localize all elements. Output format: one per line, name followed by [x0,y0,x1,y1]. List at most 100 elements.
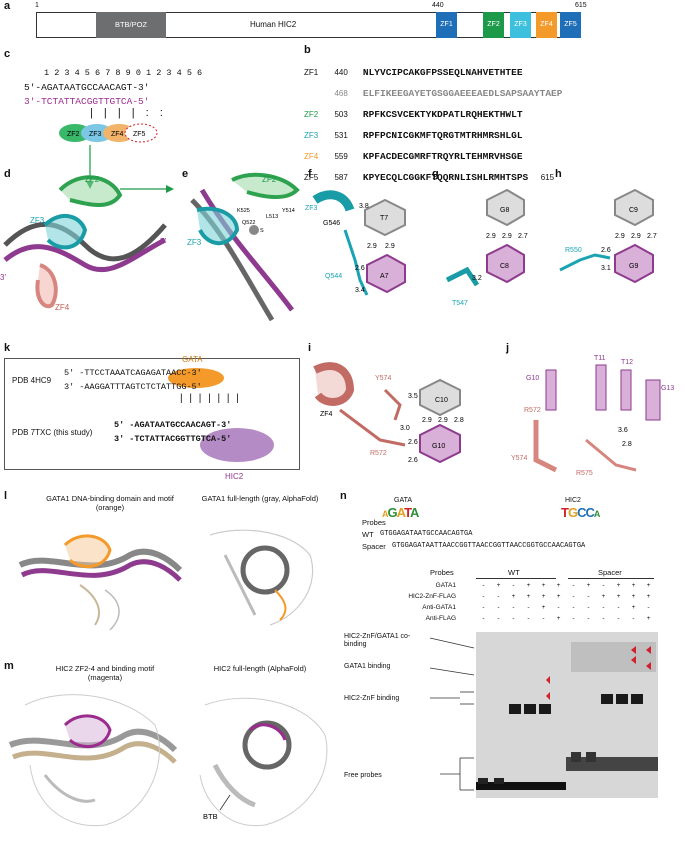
h-d1: 2.9 [615,233,625,240]
panel-a-label: a [4,0,11,12]
d-zf4-label: ZF4 [55,303,70,312]
hic2-structures: BTB [8,694,328,827]
i-d1: 3.5 [408,393,418,400]
seq-row-zf1: ZF1 440 NLYVCIPCAKGFPSSEQLNAHVETHTEE [304,67,523,78]
f-d5: 3.4 [355,287,365,294]
e-res-k525: K525 [237,208,250,214]
zf-sequence-table: ZF1 440 NLYVCIPCAKGFPSSEQLNAHVETHTEE 468… [304,62,562,188]
emsa-gel-bands [476,642,658,790]
h-r550: R550 [565,247,582,254]
zf2-ellipse [59,124,91,142]
m-title-right: HIC2 full-length (AlphaFold) [213,664,307,673]
h-d2: 2.9 [631,233,641,240]
n-wt-label: WT [362,530,374,539]
h-d3: 2.7 [647,233,657,240]
zf-cart-label-5: ZF5 [133,131,146,138]
f-q544: Q544 [325,273,342,280]
j-y574: Y574 [511,455,527,462]
pdb1-strand-b: 3′ -AAGGATTTAGTCTCTATTGG-5′ [64,382,202,392]
j-d2: 2.8 [622,441,632,448]
j-g10: G10 [526,375,539,382]
h-d5: 3.1 [601,265,611,272]
panel-h-label: h [555,168,562,180]
g-d1: 2.9 [486,233,496,240]
zf2-domain: ZF2 [483,12,504,38]
i-r572: R572 [370,450,387,457]
n-spacer-label: Spacer [362,542,386,551]
g-g8: G8 [500,207,509,214]
pdb1-label: PDB 4HC9 [12,376,52,385]
pdb2-strand-b: 3′ -TCTATTACGGTTGTCA-5′ [114,434,232,444]
i-d3: 2.9 [438,417,448,424]
n-spacer-seq: GTGGAGATAATTAACCGGTTAACCGGTTAACCGGTGCCAA… [392,542,586,550]
seq-row-zf3: ZF3 531 RPFPCNICGKMFTQRGTMTRHMRSHLGL [304,130,523,141]
n-hic2-logo-title: HIC2 [565,497,581,504]
j-r572: R572 [524,407,541,414]
annot-hic2-binding: HIC2-ZnF binding [344,695,400,702]
seq-row-zf2: ZF2 503 RPFKCSVCEKTYKDPATLRQHEKTHWLT [304,109,523,120]
pdb1-strand-a: 5′ -TTCCTAAATCAGAGATAACC-3′ [64,368,202,378]
e-res-y514: Y514 [282,208,295,214]
d-5prime: 5′ [160,237,166,246]
bottom-strand: 3′-TCTATTACGGTTGTCA-5′ [24,96,150,107]
i-y574: Y574 [375,375,391,382]
emsa-spacer-label: Spacer [598,568,622,577]
hic2-highlight [200,428,274,462]
wt-bracket [476,578,556,579]
zf-dna-structure-d: ZF2 ZF3 ZF4 5′ 3′ [0,175,167,312]
panel-f-label: f [308,168,312,180]
emsa-wt-label: WT [508,568,520,577]
zf3-ellipse [81,124,113,142]
base-contacts-j: G10 T11 T12 G13 R572 Y574 R575 3.6 2.8 [511,355,674,477]
zf-cart-label-2: ZF2 [67,131,80,138]
pdb-comparison-box [4,358,300,470]
n-gata-logo-title: GATA [394,497,413,504]
gata-motif-logo: AGATA [382,505,419,520]
panel-b-label: b [304,44,311,56]
base-contacts-i: Y574 R572 ZF4 C10 G10 3.5 2.9 2.9 2.8 3.… [313,362,464,464]
f-d4: 2.6 [355,265,365,272]
spacer-bracket [568,578,654,579]
m-btb-label: BTB [203,812,218,821]
i-d4: 2.8 [454,417,464,424]
f-a7: A7 [380,273,389,280]
n-probes-title: Probes [362,518,386,527]
j-g13: G13 [661,385,674,392]
panel-n-label: n [340,490,347,502]
seq-row-zf4: ZF4 559 KPFACDECGMRFTRQYRLTEHMRVHSGE [304,151,523,162]
j-d1: 3.6 [618,427,628,434]
grid-row-1: - - + + + + - - + + + + [482,593,651,600]
pdb2-label: PDB 7TXC (this study) [12,428,93,437]
m-title-left: HIC2 ZF2-4 and binding motif (magenta) [55,664,155,682]
pdb2-strand-a: 5′ -AGATAATGCCAACAGT-3′ [114,420,232,430]
h-d4: 2.6 [601,247,611,254]
grid-row-3: - - - - - + - - - - - + [482,615,651,622]
d-3prime: 3′ [0,273,6,282]
n-wt-seq: GTGGAGATAATGCCAACAGTGA [380,530,473,538]
annot-cobinding: HIC2-ZnF/GATA1 co-binding [344,633,411,648]
i-d6: 2.6 [408,439,418,446]
i-c10: C10 [435,397,448,404]
f-zf3: ZF3 [305,205,318,212]
gata-label: GATA [182,355,203,364]
domain-start: 1 [35,2,39,9]
panel-d-label: d [4,168,11,180]
domain-mid: 440 [432,2,444,9]
f-d1: 3.8 [359,203,369,210]
panel-e-label: e [182,168,189,180]
base-contacts-f: ZF3 G546 Q544 T7 A7 3.8 2.9 2.9 2.6 3.4 [305,190,406,296]
g-t547: T547 [452,300,468,307]
f-t7: T7 [380,215,388,222]
panel-m-label: m [4,660,14,672]
g-c8: C8 [500,263,509,270]
contact-lines: | | | | : : [90,107,167,119]
zf3-domain: ZF3 [510,12,531,38]
i-g10: G10 [432,443,445,450]
h-g9: G9 [629,263,638,270]
zf-cart-label-3: ZF3 [89,131,102,138]
gel-annotation-arrows [429,637,475,791]
i-zf4: ZF4 [320,411,333,418]
panel-i-label: i [308,342,312,354]
f-g546: G546 [323,220,340,227]
emsa-grid: - + - + + + - + - + + + - - + + + + - - + + + + - - - - + - - - - - +… [476,582,656,626]
